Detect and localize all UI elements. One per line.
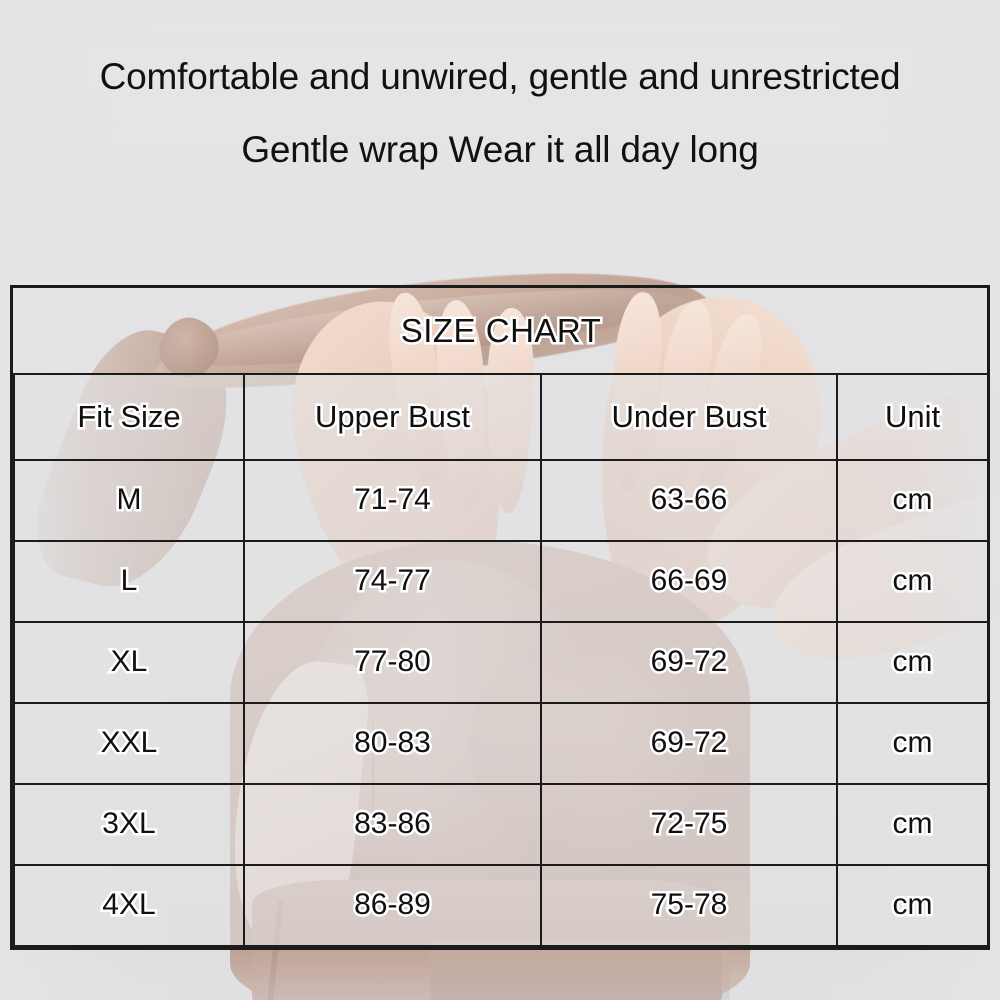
size-chart-table: SIZE CHART Fit Size Upper Bust Under Bus…: [10, 285, 990, 950]
cell-value: 80-83: [352, 724, 434, 762]
cell-value: M: [114, 481, 144, 519]
cell-under-bust: 72-75: [540, 782, 838, 866]
cell-unit: cm: [835, 863, 990, 948]
cell-unit: cm: [835, 620, 990, 704]
cell-under-bust: 69-72: [540, 620, 838, 704]
cell-value: 4XL: [100, 886, 158, 924]
cell-upper-bust: 80-83: [243, 701, 542, 785]
column-header-label: Under Bust: [609, 396, 769, 436]
cell-value: 69-72: [648, 643, 730, 681]
cell-upper-bust: 71-74: [243, 458, 542, 542]
cell-unit: cm: [835, 782, 990, 866]
headline-block: Comfortable and unwired, gentle and unre…: [0, 58, 1000, 168]
cell-value: cm: [890, 724, 935, 762]
cell-value: 75-78: [648, 886, 730, 924]
cell-fit-size: 4XL: [13, 863, 245, 948]
cell-value: 3XL: [100, 805, 158, 843]
cell-under-bust: 69-72: [540, 701, 838, 785]
cell-under-bust: 63-66: [540, 458, 838, 542]
cell-upper-bust: 77-80: [243, 620, 542, 704]
cell-fit-size: 3XL: [13, 782, 245, 866]
cell-upper-bust: 74-77: [243, 539, 542, 623]
cell-value: cm: [890, 805, 935, 843]
cell-value: 69-72: [648, 724, 730, 762]
table-title-row: SIZE CHART: [14, 288, 989, 375]
cell-upper-bust: 83-86: [243, 782, 542, 866]
cell-unit: cm: [835, 539, 990, 623]
cell-upper-bust: 86-89: [243, 863, 542, 948]
column-header-upper-bust: Upper Bust: [243, 373, 542, 461]
cell-value: cm: [890, 643, 935, 681]
cell-value: cm: [890, 562, 935, 600]
cell-value: 74-77: [352, 562, 434, 600]
cell-under-bust: 66-69: [540, 539, 838, 623]
column-header-unit: Unit: [835, 373, 990, 461]
cell-value: 71-74: [352, 481, 434, 519]
column-header-label: Unit: [882, 396, 942, 436]
cell-value: 77-80: [352, 643, 434, 681]
column-header-label: Fit Size: [75, 396, 183, 436]
headline-line-1: Comfortable and unwired, gentle and unre…: [99, 56, 901, 97]
cell-fit-size: L: [13, 539, 245, 623]
table-row: XXL 80-83 69-72 cm: [13, 701, 990, 785]
cell-value: 66-69: [648, 562, 730, 600]
cell-value: 72-75: [648, 805, 730, 843]
cell-unit: cm: [835, 458, 990, 542]
cell-value: cm: [890, 481, 935, 519]
cell-value: 63-66: [648, 481, 730, 519]
table-row: 3XL 83-86 72-75 cm: [13, 782, 990, 866]
table-row: L 74-77 66-69 cm: [13, 539, 990, 623]
cell-under-bust: 75-78: [540, 863, 838, 948]
cell-value: 83-86: [352, 805, 434, 843]
cell-value: XXL: [98, 724, 160, 762]
cell-value: 86-89: [352, 886, 434, 924]
table-row: 4XL 86-89 75-78 cm: [13, 863, 990, 948]
column-header-label: Upper Bust: [312, 396, 472, 436]
table-row: XL 77-80 69-72 cm: [13, 620, 990, 704]
table-row: M 71-74 63-66 cm: [13, 458, 990, 542]
size-chart-title-cell: SIZE CHART: [14, 288, 989, 375]
cell-value: cm: [890, 886, 935, 924]
headline-line-2: Gentle wrap Wear it all day long: [241, 129, 759, 170]
column-header-under-bust: Under Bust: [540, 373, 838, 461]
cell-value: L: [118, 562, 140, 600]
size-chart-title: SIZE CHART: [398, 309, 603, 351]
cell-fit-size: M: [13, 458, 245, 542]
column-header-fit-size: Fit Size: [13, 373, 245, 461]
cell-fit-size: XL: [13, 620, 245, 704]
table-header-row: Fit Size Upper Bust Under Bust Unit: [13, 373, 990, 461]
cell-value: XL: [108, 643, 150, 681]
cell-fit-size: XXL: [13, 701, 245, 785]
cell-unit: cm: [835, 701, 990, 785]
